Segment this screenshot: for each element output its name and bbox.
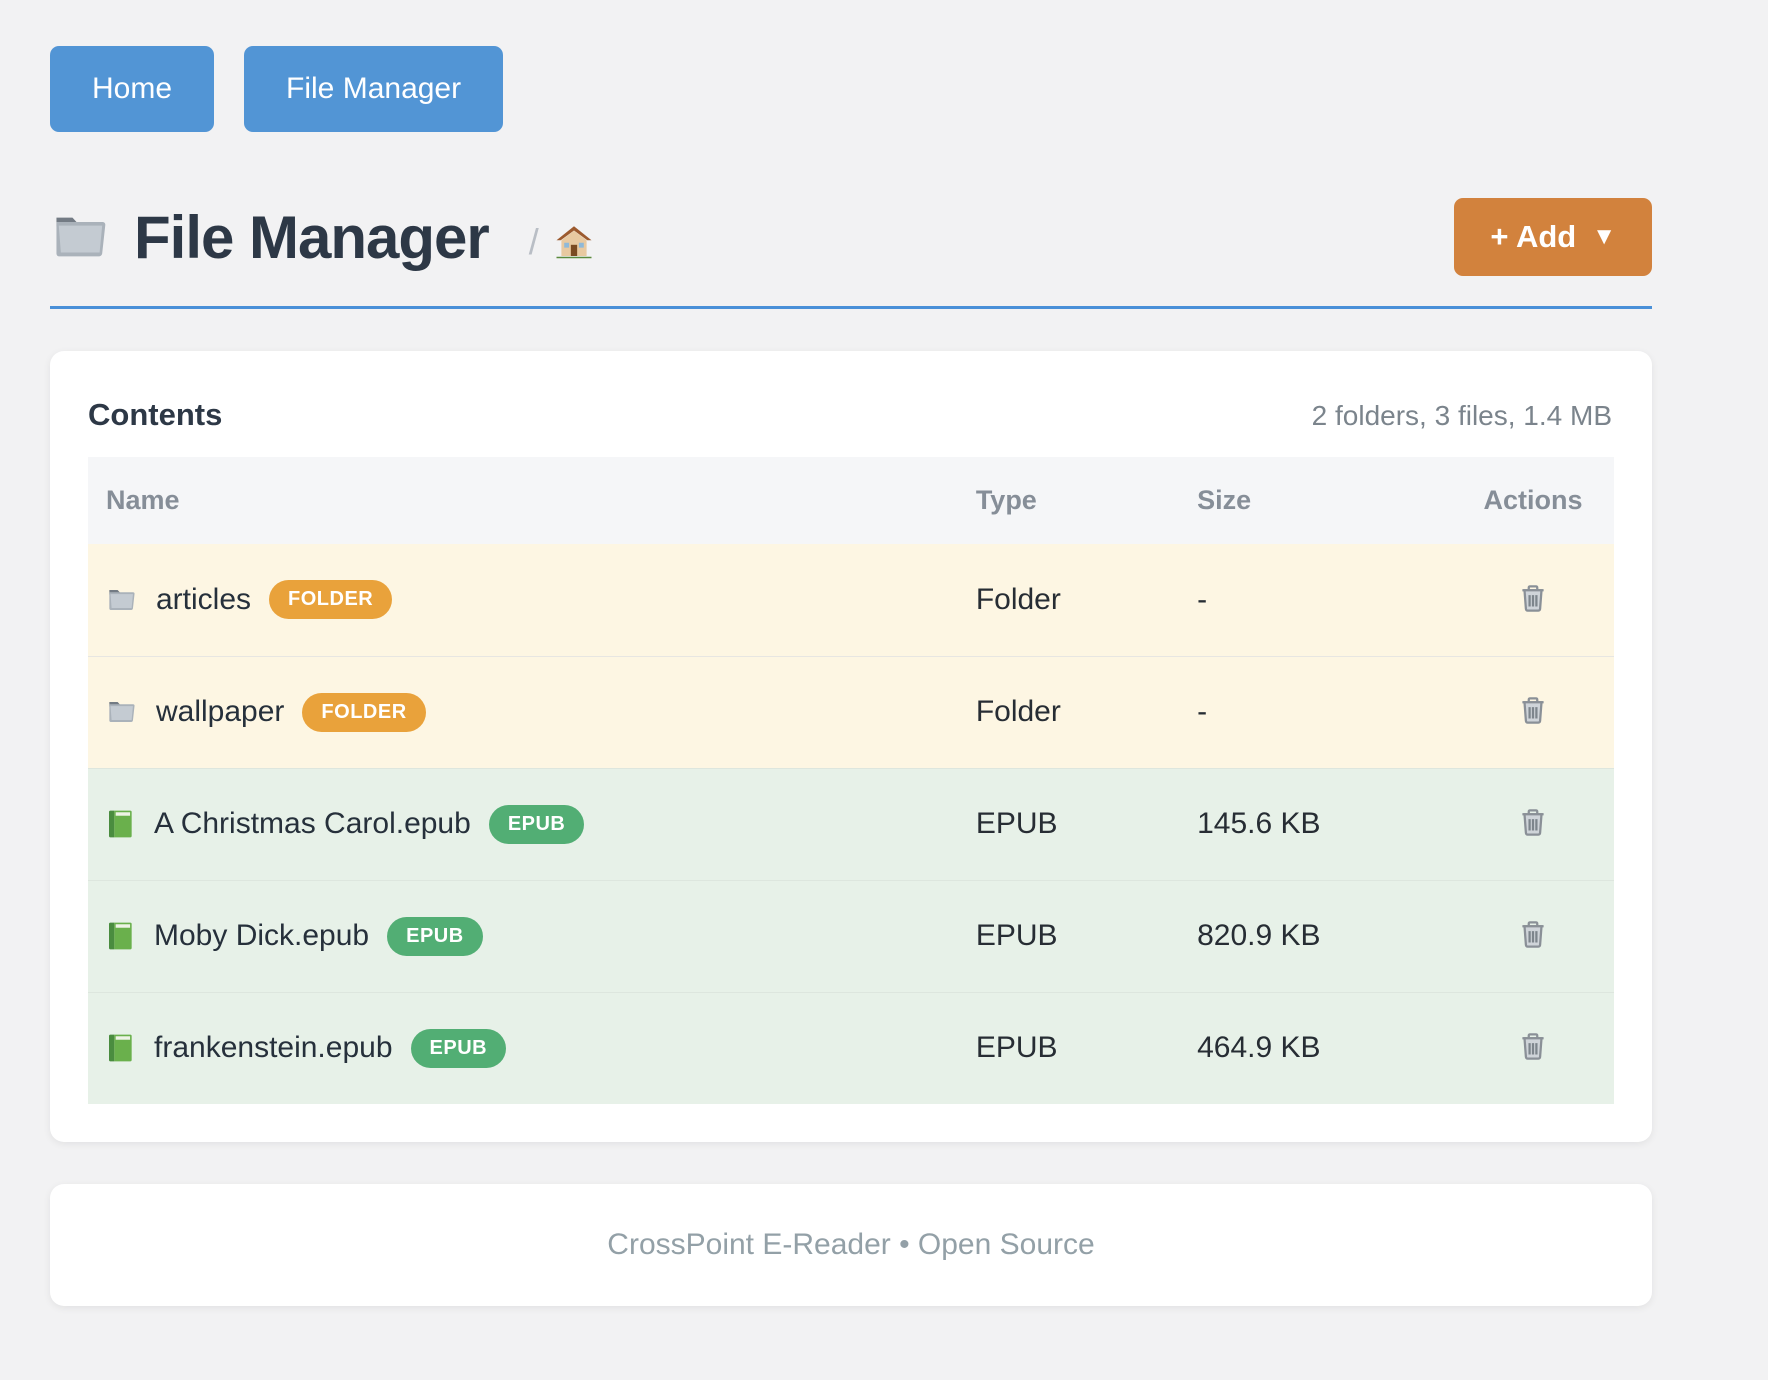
column-header-size: Size [1179,457,1447,544]
table-row[interactable]: frankenstein.epub EPUB EPUB 464.9 KB [88,991,1614,1104]
contents-card: Contents 2 folders, 3 files, 1.4 MB Name… [50,351,1652,1142]
contents-summary: 2 folders, 3 files, 1.4 MB [1311,400,1612,431]
type-badge: EPUB [410,1028,507,1068]
folder-icon [106,696,138,728]
add-button-label: + Add [1490,219,1577,254]
delete-button[interactable] [1512,1025,1554,1070]
type-cell: EPUB [957,991,1180,1104]
table-row[interactable]: Moby Dick.epub EPUB EPUB 820.9 KB [88,879,1614,992]
folder-icon [106,584,138,616]
book-icon [106,920,136,952]
folder-icon [50,206,112,268]
column-header-type: Type [957,457,1180,544]
delete-button[interactable] [1512,689,1554,734]
book-icon [106,1032,136,1064]
footer: CrossPoint E-Reader • Open Source [50,1184,1652,1306]
page-title: File Manager [134,203,490,271]
page: Home File Manager File Manager / [50,0,1652,1306]
type-badge: FOLDER [269,580,393,620]
file-name[interactable]: A Christmas Carol.epub [154,807,471,840]
type-cell: Folder [957,655,1180,768]
delete-button[interactable] [1512,577,1554,622]
breadcrumb: / [529,221,595,263]
file-name[interactable]: articles [156,582,252,616]
caret-down-icon: ▼ [1592,223,1616,250]
column-header-name: Name [88,457,958,544]
table-row[interactable]: wallpaper FOLDER Folder - [88,655,1614,768]
column-header-actions: Actions [1446,457,1614,544]
type-cell: EPUB [957,767,1180,880]
table-row[interactable]: A Christmas Carol.epub EPUB EPUB 145.6 K… [88,767,1614,880]
top-nav: Home File Manager [50,46,1652,132]
size-cell: 820.9 KB [1179,879,1447,992]
book-icon [106,808,136,840]
footer-text: CrossPoint E-Reader • Open Source [607,1228,1095,1261]
title-underline [50,306,1652,309]
file-name[interactable]: frankenstein.epub [154,1031,393,1065]
file-table: Name Type Size Actions [88,457,1614,1104]
file-name[interactable]: Moby Dick.epub [154,919,370,952]
add-button[interactable]: + Add ▼ [1454,198,1652,276]
contents-heading: Contents [88,397,223,432]
breadcrumb-separator: / [528,221,539,262]
home-button[interactable]: Home [50,46,215,132]
table-row[interactable]: articles FOLDER Folder - [88,544,1614,656]
page-header: File Manager / + Add ▼ [50,198,1652,276]
type-cell: Folder [957,544,1180,656]
size-cell: 464.9 KB [1179,991,1447,1104]
type-badge: EPUB [387,916,483,956]
size-cell: 145.6 KB [1179,767,1447,880]
type-badge: FOLDER [302,692,426,732]
file-name[interactable]: wallpaper [156,695,285,728]
type-cell: EPUB [957,879,1180,992]
size-cell: - [1179,655,1447,768]
file-manager-button[interactable]: File Manager [244,46,504,132]
delete-button[interactable] [1512,801,1554,846]
delete-button[interactable] [1512,913,1554,958]
home-icon[interactable] [553,221,595,263]
size-cell: - [1179,544,1447,656]
table-header-row: Name Type Size Actions [88,457,1614,544]
type-badge: EPUB [488,804,585,844]
